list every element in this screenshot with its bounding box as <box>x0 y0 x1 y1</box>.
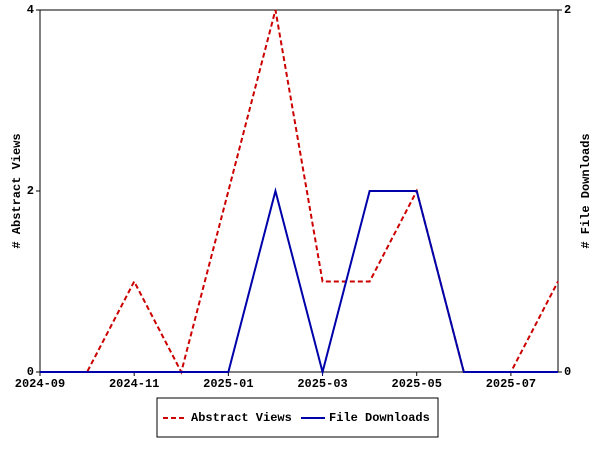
y2-tick-label: 2 <box>564 3 571 17</box>
y-tick-label: 0 <box>27 365 34 379</box>
legend-box <box>156 397 439 438</box>
y-tick-label: 2 <box>27 184 34 198</box>
data-line <box>40 187 558 376</box>
x-tick-label: 2025-01 <box>203 377 253 391</box>
x-tick-label: 2025-03 <box>297 377 347 391</box>
x-tick-label: 2024-11 <box>109 377 159 391</box>
data-line <box>40 9 559 375</box>
y2-axis-label: # File Downloads <box>579 133 593 248</box>
x-tick-label: 2025-07 <box>486 377 536 391</box>
legend-label: File Downloads <box>329 411 430 425</box>
y-tick-label: 4 <box>27 3 34 17</box>
x-tick-label: 2025-05 <box>392 377 442 391</box>
legend-label: Abstract Views <box>191 411 292 425</box>
plot-frame <box>39 9 559 373</box>
y2-tick-label: 0 <box>564 365 571 379</box>
x-tick-label: 2024-09 <box>15 377 65 391</box>
y-axis-label: # Abstract Views <box>10 133 24 248</box>
